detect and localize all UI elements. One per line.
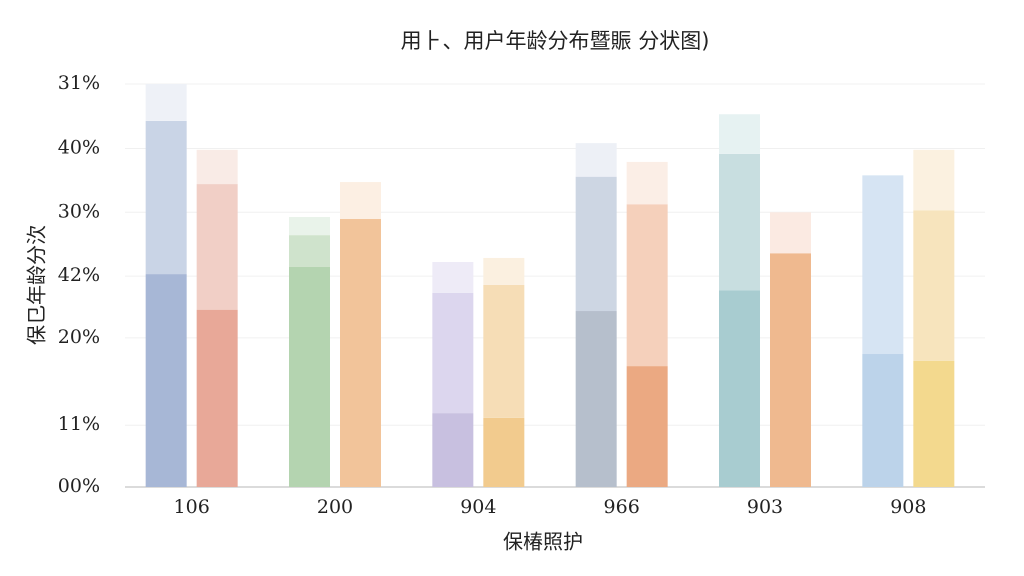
x-tick-label: 966 [604,496,640,518]
bar-segment [626,204,668,367]
bar-segment [289,216,330,236]
y-axis-label: 保㔾年龄分㳄 [25,225,49,345]
x-tick-label: 106 [174,496,210,518]
x-axis-label: 保椿照护 [503,530,583,554]
bar-segment [289,266,330,487]
bar-segment [862,354,904,487]
bar-segment [145,274,187,487]
y-tick-label: 31% [58,72,100,94]
bar-segment [770,212,811,254]
bar-segment [575,311,617,487]
bar-segment [626,366,668,487]
y-tick-label: 20% [58,326,100,348]
bar-segment [432,292,474,414]
bar-segment [483,257,525,285]
chart-title: 用⺊、用户年龄分布暨賑 分状图) [401,29,710,53]
bar-segment [575,176,617,312]
bar-segment [626,161,668,205]
bar-segment [432,413,474,487]
bar-segment [145,120,187,275]
bar-segment [862,175,904,355]
bar-segment [913,360,955,487]
bar-segment [196,309,238,487]
bar-segment [432,261,474,293]
bar-segment [145,84,187,121]
bar-segment [575,143,617,177]
y-tick-label: 40% [58,136,100,158]
y-tick-label: 11% [58,413,100,435]
bar-segment [913,210,955,361]
bar-segment [913,149,955,211]
bar-segment [340,219,381,487]
y-tick-label: 30% [58,200,100,222]
x-tick-label: 904 [460,496,496,518]
x-tick-label: 908 [890,496,926,518]
bar-segment [483,284,525,418]
bar-segment [770,253,811,487]
bar-segment [483,417,525,487]
bar-segment [289,235,330,267]
y-tick-label: 00% [58,475,100,497]
bar-segment [196,149,238,185]
bar-segment [719,114,760,154]
x-tick-label: 903 [747,496,783,518]
x-tick-label: 200 [317,496,353,518]
y-tick-label: 42% [58,264,100,286]
bar-segment [340,182,381,220]
bar-segment [719,153,760,291]
bar-segment [196,184,238,310]
bar-segment [719,290,760,487]
